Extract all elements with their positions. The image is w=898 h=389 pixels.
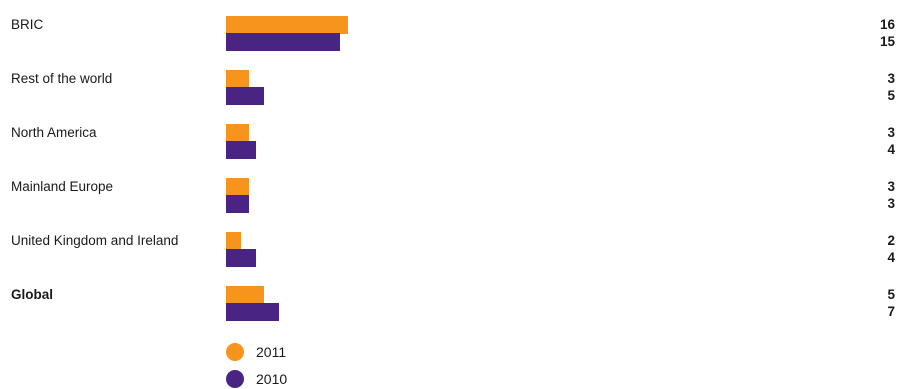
value-label-2010: 4 xyxy=(887,250,895,265)
value-label-2011: 3 xyxy=(887,125,895,140)
value-label-2011: 3 xyxy=(887,179,895,194)
category-label: BRIC xyxy=(11,17,44,32)
value-label-2010: 3 xyxy=(887,196,895,211)
bar-2010 xyxy=(226,195,249,213)
value-label-2011: 5 xyxy=(887,287,895,302)
bar-2011 xyxy=(226,232,242,250)
legend-swatch xyxy=(226,370,244,388)
value-label-2011: 3 xyxy=(887,71,895,86)
bar-2010 xyxy=(226,249,257,267)
bar-2011 xyxy=(226,286,264,304)
bar-2010 xyxy=(226,141,257,159)
value-label-2010: 5 xyxy=(887,88,895,103)
legend-swatch xyxy=(226,343,244,361)
bar-2011 xyxy=(226,178,249,196)
bar-2011 xyxy=(226,70,249,88)
value-label-2010: 7 xyxy=(887,304,895,319)
bar-2010 xyxy=(226,303,280,321)
value-label-2011: 2 xyxy=(887,233,895,248)
legend-item: 2011 xyxy=(226,342,286,362)
bar-2011 xyxy=(226,124,249,142)
bar-2011 xyxy=(226,16,348,34)
category-label: Global xyxy=(11,287,54,302)
value-label-2010: 4 xyxy=(887,142,895,157)
category-label: North America xyxy=(11,125,97,140)
bar-2010 xyxy=(226,87,264,105)
category-label: Mainland Europe xyxy=(11,179,114,194)
category-label: United Kingdom and Ireland xyxy=(11,233,179,248)
category-label: Rest of the world xyxy=(11,71,113,86)
legend-label: 2010 xyxy=(256,371,288,387)
legend-label: 2011 xyxy=(256,344,287,360)
value-label-2010: 15 xyxy=(879,34,895,49)
legend-item: 2010 xyxy=(226,369,287,389)
bar-2010 xyxy=(226,33,340,51)
value-label-2011: 16 xyxy=(879,17,895,32)
